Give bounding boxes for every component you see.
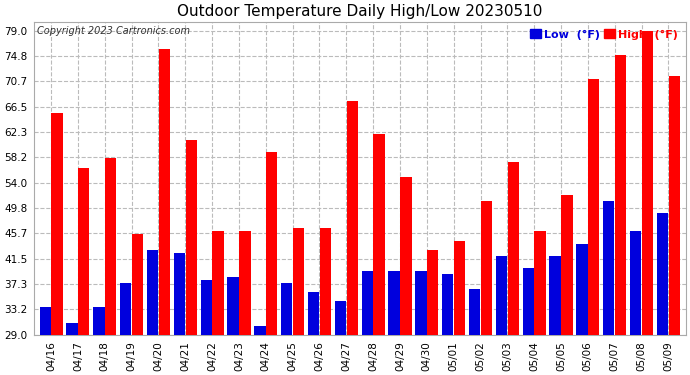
Bar	[66, 322, 78, 335]
Bar	[335, 301, 346, 335]
Bar	[415, 271, 426, 335]
Bar	[105, 159, 117, 335]
Bar	[469, 289, 480, 335]
Bar	[78, 168, 90, 335]
Bar	[213, 231, 224, 335]
Bar	[319, 228, 331, 335]
Bar	[630, 231, 641, 335]
Bar	[186, 140, 197, 335]
Bar	[535, 231, 546, 335]
Bar	[588, 80, 600, 335]
Bar	[174, 253, 185, 335]
Bar	[51, 113, 63, 335]
Bar	[132, 234, 143, 335]
Bar	[147, 250, 158, 335]
Legend: Low  (°F), High  (°F): Low (°F), High (°F)	[528, 27, 680, 42]
Bar	[561, 195, 573, 335]
Bar	[39, 308, 51, 335]
Bar	[201, 280, 212, 335]
Text: Copyright 2023 Cartronics.com: Copyright 2023 Cartronics.com	[37, 26, 190, 36]
Bar	[373, 134, 385, 335]
Bar	[642, 31, 653, 335]
Bar	[427, 250, 438, 335]
Bar	[454, 240, 465, 335]
Bar	[293, 228, 304, 335]
Bar	[603, 201, 614, 335]
Bar	[362, 271, 373, 335]
Bar	[657, 213, 668, 335]
Title: Outdoor Temperature Daily High/Low 20230510: Outdoor Temperature Daily High/Low 20230…	[177, 4, 542, 19]
Bar	[576, 243, 588, 335]
Bar	[346, 101, 358, 335]
Bar	[93, 308, 104, 335]
Bar	[255, 326, 266, 335]
Bar	[308, 292, 319, 335]
Bar	[481, 201, 492, 335]
Bar	[281, 283, 293, 335]
Bar	[400, 177, 411, 335]
Bar	[239, 231, 250, 335]
Bar	[669, 76, 680, 335]
Bar	[266, 152, 277, 335]
Bar	[508, 162, 519, 335]
Bar	[159, 49, 170, 335]
Bar	[120, 283, 131, 335]
Bar	[388, 271, 400, 335]
Bar	[442, 274, 453, 335]
Bar	[549, 256, 561, 335]
Bar	[615, 55, 627, 335]
Bar	[522, 268, 534, 335]
Bar	[496, 256, 507, 335]
Bar	[228, 277, 239, 335]
